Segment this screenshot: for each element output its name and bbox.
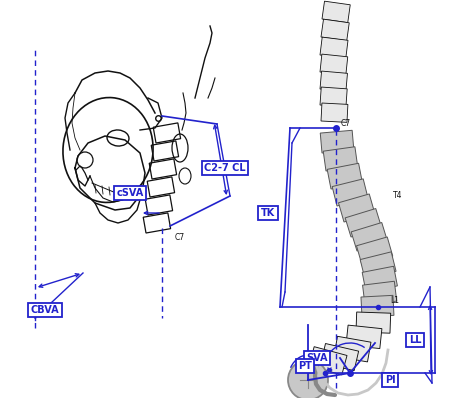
Bar xyxy=(149,159,177,179)
Bar xyxy=(145,195,173,215)
Bar xyxy=(321,103,348,122)
Bar xyxy=(356,237,393,265)
Bar xyxy=(153,123,181,143)
Bar xyxy=(143,213,171,233)
Text: TK: TK xyxy=(261,208,275,218)
Bar xyxy=(346,325,382,349)
Bar xyxy=(147,177,174,197)
Text: C7: C7 xyxy=(341,119,351,128)
Bar xyxy=(151,141,179,161)
Bar xyxy=(362,266,397,292)
Bar xyxy=(363,281,397,305)
Bar xyxy=(322,1,350,23)
Text: LL: LL xyxy=(409,335,421,345)
Bar xyxy=(332,179,368,206)
Bar xyxy=(338,194,375,222)
Text: C7: C7 xyxy=(175,233,185,242)
Bar xyxy=(356,312,391,333)
Text: L1: L1 xyxy=(390,296,399,305)
Text: T4: T4 xyxy=(393,191,402,200)
Text: PI: PI xyxy=(385,375,395,385)
Text: cSVA: cSVA xyxy=(117,188,144,198)
Bar xyxy=(334,336,371,362)
Bar xyxy=(360,252,396,279)
Bar xyxy=(309,347,347,375)
Bar xyxy=(320,87,347,107)
Text: PT: PT xyxy=(298,361,312,371)
Bar xyxy=(345,209,382,237)
Bar xyxy=(327,163,363,189)
Bar xyxy=(321,343,359,371)
Bar xyxy=(320,54,348,75)
Bar xyxy=(351,222,388,251)
Bar xyxy=(323,147,358,171)
Bar xyxy=(321,19,349,41)
Bar xyxy=(361,295,394,317)
Circle shape xyxy=(288,360,328,398)
Bar xyxy=(320,37,348,58)
Bar xyxy=(320,130,354,153)
Text: CBVA: CBVA xyxy=(31,305,59,315)
Text: SVA: SVA xyxy=(306,353,328,363)
Bar xyxy=(320,71,347,91)
Text: C2-7 CL: C2-7 CL xyxy=(204,163,246,173)
